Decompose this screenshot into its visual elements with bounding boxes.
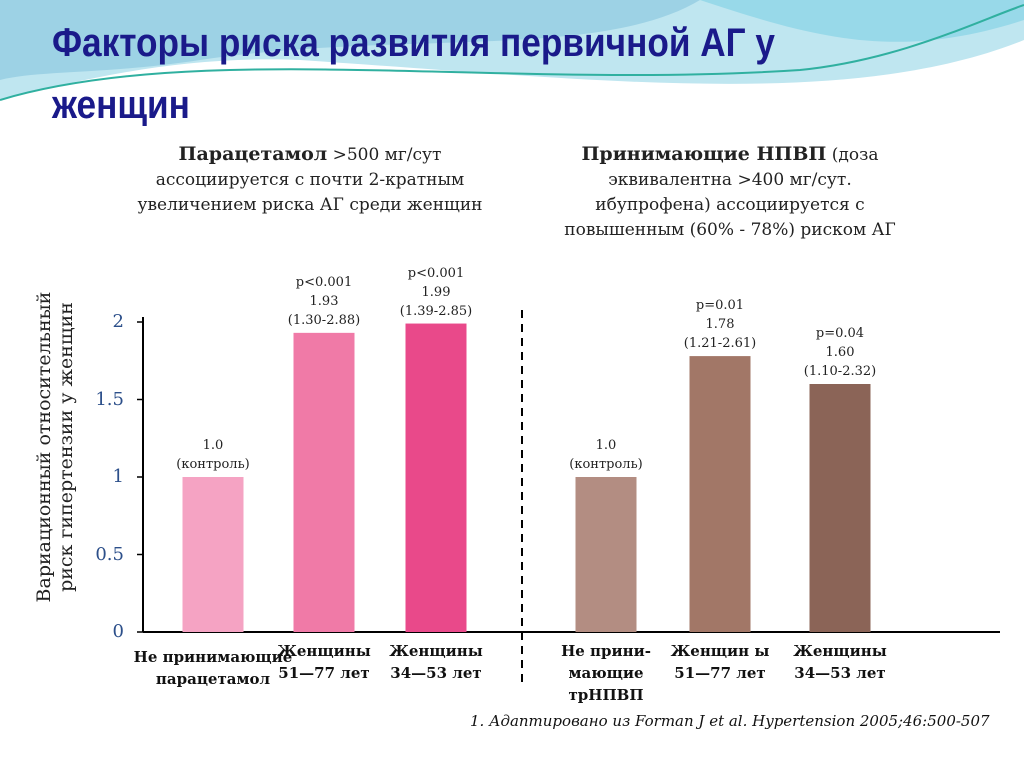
data-label: 1.0 (контроль) bbox=[551, 436, 661, 474]
data-label-line: (контроль) bbox=[176, 457, 250, 472]
bar bbox=[293, 332, 355, 632]
data-label: p=0.01 1.78 (1.21-2.61) bbox=[665, 296, 775, 353]
data-label-line: 1.78 bbox=[705, 317, 735, 333]
reference: 1. Адаптировано из Forman J et al. Hyper… bbox=[470, 712, 990, 730]
data-label-line: 1.99 bbox=[421, 284, 451, 300]
data-label-line: 1.0 bbox=[202, 438, 224, 453]
y-tick-label: 1.5 bbox=[95, 388, 124, 410]
right-header: Принимающие НПВП (доза эквивалентна >400… bbox=[560, 142, 900, 243]
data-label: p=0.04 1.60 (1.10-2.32) bbox=[785, 324, 895, 381]
data-label-line: p<0.001 bbox=[295, 274, 353, 290]
data-label-line: (1.21-2.61) bbox=[683, 336, 757, 352]
right-header-text: (доза эквивалентна >400 мг/сут. ибупрофе… bbox=[564, 145, 896, 240]
x-category-label: Не принимающие парацетамол bbox=[133, 648, 293, 688]
left-header: Парацетамол >500 мг/сут ассоциируется с … bbox=[110, 142, 510, 218]
x-category-label: Женщины 34—53 лет bbox=[793, 642, 887, 682]
data-label-line: p=0.04 bbox=[815, 326, 865, 341]
bar bbox=[689, 356, 751, 632]
y-tick-label: 1 bbox=[112, 466, 124, 487]
data-label-line: (1.39-2.85) bbox=[399, 303, 473, 319]
wave-decoration bbox=[0, 0, 1024, 101]
bar bbox=[182, 477, 244, 632]
x-category-label: Женщин ы 51—77 лет bbox=[670, 642, 770, 682]
bar bbox=[405, 323, 467, 632]
slide-title: Факторы риска развития первичной АГ у же… bbox=[52, 21, 776, 127]
data-label-line: (1.30-2.88) bbox=[287, 312, 361, 328]
y-tick-label: 0 bbox=[112, 621, 124, 642]
data-label: p<0.001 1.93 (1.30-2.88) bbox=[269, 273, 379, 330]
data-label-line: p=0.01 bbox=[695, 298, 745, 314]
bar bbox=[575, 477, 637, 632]
x-category-label: Не прини-мающие трНПВП bbox=[561, 642, 651, 704]
data-label-line: 1.93 bbox=[309, 293, 339, 309]
x-category-label: Женщины 34—53 лет bbox=[389, 642, 483, 682]
data-label: 1.0 (контроль) bbox=[158, 436, 268, 474]
data-label-line: 1.0 bbox=[595, 438, 617, 453]
left-header-text: >500 мг/сут ассоциируется с почти 2-крат… bbox=[137, 145, 483, 215]
data-label-line: 1.60 bbox=[825, 345, 855, 360]
right-header-bold: Принимающие НПВП bbox=[581, 143, 827, 165]
data-label: p<0.001 1.99 (1.39-2.85) bbox=[381, 264, 491, 321]
data-label-line: (контроль) bbox=[569, 457, 643, 472]
bar bbox=[809, 384, 871, 632]
data-label-line: p<0.001 bbox=[407, 265, 465, 281]
y-tick-label: 2 bbox=[112, 311, 124, 332]
data-label-line: (1.10-2.32) bbox=[803, 364, 877, 379]
y-tick-label: 0.5 bbox=[95, 543, 124, 565]
left-header-bold: Парацетамол bbox=[178, 143, 328, 165]
x-category-label: Женщины 51—77 лет bbox=[277, 642, 371, 682]
